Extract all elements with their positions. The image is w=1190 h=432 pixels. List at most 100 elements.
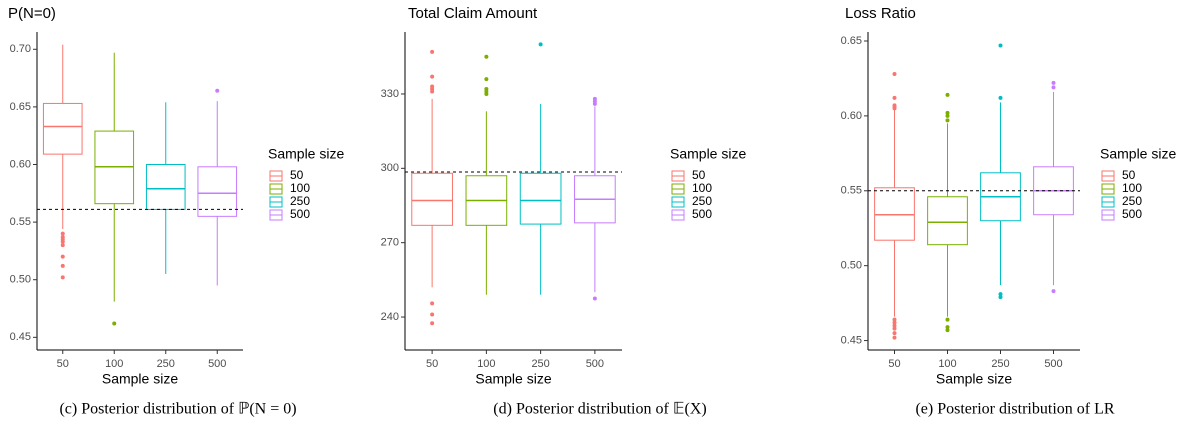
outlier: [430, 312, 435, 317]
legend-label: 500: [290, 207, 310, 221]
outlier: [112, 321, 117, 326]
outlier: [892, 323, 897, 328]
y-tick-label: 0.55: [841, 185, 862, 197]
outlier: [945, 92, 950, 97]
outlier: [892, 103, 897, 108]
outlier: [892, 317, 897, 322]
outlier: [945, 325, 950, 330]
legend-label: 50: [692, 168, 706, 182]
box: [927, 196, 968, 246]
y-tick-label: 0.50: [841, 260, 862, 272]
outlier: [1051, 289, 1056, 294]
outlier: [484, 54, 489, 59]
legend-label: 50: [1122, 168, 1136, 182]
x-tick-label: 250: [531, 358, 549, 370]
box: [411, 172, 453, 226]
x-axis-label: Sample size: [475, 371, 551, 387]
outlier: [892, 95, 897, 100]
legend-label: 500: [1122, 207, 1142, 221]
caption: (e) Posterior distribution of LR: [915, 401, 1114, 418]
y-tick-label: 0.60: [10, 158, 31, 170]
outlier: [998, 292, 1003, 297]
chart-title: P(N=0): [8, 5, 56, 22]
legend-label: 250: [290, 194, 310, 208]
legend-label: 100: [1122, 181, 1142, 195]
y-tick-label: 240: [381, 311, 399, 323]
y-tick-label: 0.65: [841, 35, 862, 47]
legend-label: 500: [692, 207, 712, 221]
x-tick-label: 100: [938, 358, 956, 370]
outlier: [484, 77, 489, 82]
legend-label: 250: [1122, 194, 1142, 208]
y-tick-label: 0.45: [841, 334, 862, 346]
y-tick-label: 270: [381, 237, 399, 249]
outlier: [60, 254, 65, 259]
outlier: [892, 331, 897, 336]
x-axis-label: Sample size: [102, 371, 178, 387]
x-tick-label: 50: [888, 358, 900, 370]
legend-label: 100: [692, 181, 712, 195]
y-tick-label: 0.60: [841, 110, 862, 122]
outlier: [60, 275, 65, 280]
y-tick-label: 0.55: [10, 216, 31, 228]
outlier: [430, 84, 435, 89]
legend-title: Sample size: [268, 146, 344, 162]
outlier: [430, 321, 435, 326]
y-tick-label: 0.50: [10, 274, 31, 286]
outlier: [892, 335, 897, 340]
box: [519, 172, 562, 225]
outlier: [430, 301, 435, 306]
x-tick-label: 50: [426, 358, 438, 370]
x-tick-label: 50: [57, 358, 69, 370]
outlier: [998, 95, 1003, 100]
x-tick-label: 500: [586, 358, 604, 370]
outlier: [60, 263, 65, 268]
chart-title: Loss Ratio: [845, 5, 916, 22]
outlier: [945, 110, 950, 115]
outlier: [215, 88, 220, 93]
outlier: [892, 326, 897, 331]
y-tick-label: 0.70: [10, 43, 31, 55]
outlier: [945, 328, 950, 333]
outlier: [60, 239, 65, 244]
outlier: [592, 96, 597, 101]
x-tick-label: 100: [477, 358, 495, 370]
outlier: [998, 43, 1003, 48]
legend-title: Sample size: [1100, 146, 1176, 162]
y-tick-label: 0.45: [10, 331, 31, 343]
legend-title: Sample size: [670, 146, 746, 162]
outlier: [430, 49, 435, 54]
y-tick-label: 300: [381, 162, 399, 174]
box: [197, 166, 238, 217]
x-tick-label: 250: [991, 358, 1009, 370]
outlier: [892, 320, 897, 325]
outlier: [945, 118, 950, 123]
caption: (d) Posterior distribution of 𝔼(X): [493, 401, 706, 418]
outlier: [1051, 85, 1056, 90]
outlier: [430, 74, 435, 79]
outlier: [538, 42, 543, 47]
legend-label: 50: [290, 168, 304, 182]
outlier: [60, 243, 65, 248]
box: [42, 102, 83, 155]
x-tick-label: 500: [208, 358, 226, 370]
x-tick-label: 250: [157, 358, 175, 370]
outlier: [1051, 80, 1056, 85]
y-tick-label: 330: [381, 88, 399, 100]
legend-label: 100: [290, 181, 310, 195]
outlier: [484, 87, 489, 92]
outlier: [892, 71, 897, 76]
outlier: [60, 231, 65, 236]
y-tick-label: 0.65: [10, 101, 31, 113]
chart-title: Total Claim Amount: [408, 5, 538, 22]
legend-label: 250: [692, 194, 712, 208]
outlier: [945, 317, 950, 322]
caption: (c) Posterior distribution of ℙ(N = 0): [59, 401, 296, 418]
x-axis-label: Sample size: [936, 371, 1012, 387]
outlier: [998, 295, 1003, 300]
x-tick-label: 500: [1044, 358, 1062, 370]
outlier: [592, 296, 597, 301]
x-tick-label: 100: [105, 358, 123, 370]
box: [145, 164, 186, 210]
